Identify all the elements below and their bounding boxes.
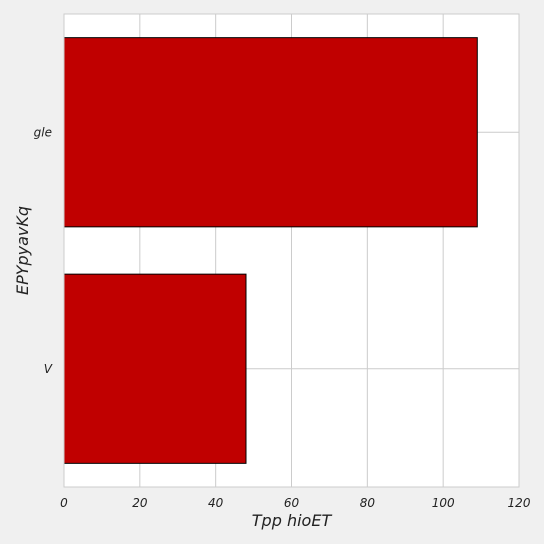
x-tick-label-5: 100 — [432, 496, 455, 510]
x-tick-label-4: 80 — [360, 496, 376, 510]
x-tick-label-3: 60 — [284, 496, 300, 510]
bar-gle — [63, 37, 478, 228]
y-tick-label-0: V — [44, 362, 53, 376]
bar-V — [63, 273, 247, 464]
x-tick-labels: 0 20 40 60 80 100 120 — [60, 496, 531, 510]
x-tick-label-0: 0 — [60, 496, 68, 510]
plot-frame — [63, 13, 520, 488]
x-tick-label-2: 40 — [208, 496, 224, 510]
x-axis-label: Tpp hioET — [252, 511, 333, 530]
x-tick-label-6: 120 — [508, 496, 531, 510]
x-tick-label-1: 20 — [132, 496, 148, 510]
bars — [63, 37, 478, 464]
y-tick-label-1: gle — [34, 125, 52, 139]
y-axis-label: EPYpyavKq — [13, 206, 32, 295]
